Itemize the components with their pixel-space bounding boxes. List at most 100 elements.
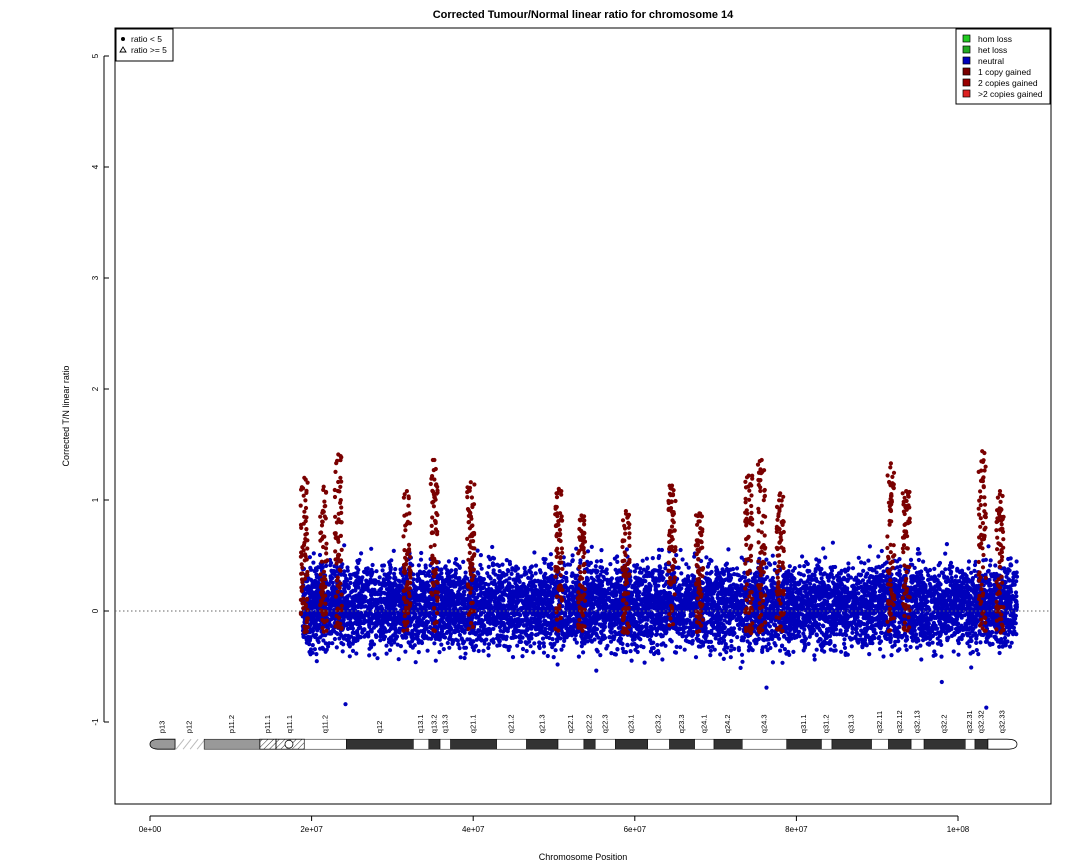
data-point — [993, 563, 998, 568]
data-point — [876, 554, 881, 559]
data-point — [764, 557, 769, 562]
data-point — [690, 641, 695, 646]
data-point — [704, 555, 709, 560]
data-point — [710, 644, 715, 649]
data-point — [513, 581, 518, 586]
data-point — [974, 648, 979, 653]
data-point — [370, 562, 375, 568]
data-point — [1007, 644, 1013, 649]
data-point — [842, 645, 848, 651]
data-point — [953, 574, 959, 579]
data-point — [839, 649, 844, 654]
data-point — [555, 662, 560, 667]
data-point — [831, 575, 836, 581]
data-point — [342, 569, 347, 574]
data-point — [862, 561, 867, 566]
data-point — [345, 565, 350, 570]
data-point — [976, 652, 981, 657]
data-point — [348, 580, 353, 586]
data-point — [919, 569, 924, 574]
data-point — [350, 648, 356, 654]
data-point — [750, 648, 755, 653]
data-point — [559, 647, 564, 652]
data-point — [525, 622, 530, 627]
data-point — [396, 657, 401, 662]
data-point — [823, 555, 828, 560]
data-point — [620, 646, 625, 651]
data-point — [829, 568, 835, 573]
data-point — [765, 575, 770, 580]
data-point — [914, 570, 920, 576]
data-point — [484, 637, 489, 642]
data-point — [607, 635, 612, 640]
data-point — [628, 649, 633, 654]
data-point — [447, 645, 452, 650]
data-point — [739, 652, 745, 657]
data-point — [548, 641, 553, 646]
data-point — [330, 641, 335, 646]
data-point — [940, 592, 945, 597]
data-point — [456, 642, 461, 647]
data-point — [903, 638, 909, 643]
data-point — [615, 647, 620, 652]
data-point — [392, 571, 397, 576]
data-point — [830, 540, 836, 545]
data-point — [397, 603, 402, 608]
data-point — [834, 573, 840, 579]
data-point — [439, 571, 444, 576]
data-point — [418, 557, 424, 562]
data-point — [765, 637, 770, 642]
data-point — [891, 623, 896, 628]
data-point — [660, 657, 665, 662]
data-point — [526, 575, 531, 581]
data-point — [425, 648, 430, 653]
data-point — [479, 566, 484, 571]
data-point — [507, 576, 512, 581]
data-point — [640, 558, 645, 563]
data-point — [778, 648, 783, 653]
data-point — [328, 579, 333, 584]
data-point — [932, 566, 937, 572]
data-point — [515, 643, 520, 648]
data-point — [462, 589, 467, 594]
data-point — [969, 570, 974, 575]
data-point — [509, 571, 514, 577]
data-point — [997, 650, 1002, 656]
data-point — [812, 657, 817, 662]
data-point — [481, 585, 486, 590]
data-point — [1007, 578, 1012, 583]
data-point — [576, 654, 582, 659]
data-point — [773, 622, 778, 627]
data-point — [766, 641, 771, 647]
data-point — [661, 583, 667, 589]
data-point — [734, 596, 739, 602]
data-point — [956, 652, 961, 657]
data-point — [377, 575, 382, 580]
data-point — [381, 563, 387, 568]
data-point — [833, 648, 838, 653]
data-point — [564, 570, 569, 576]
data-point — [705, 564, 711, 569]
data-point — [324, 563, 329, 569]
data-point — [828, 647, 833, 652]
data-point — [1014, 559, 1019, 564]
data-point — [531, 650, 536, 655]
data-point — [476, 648, 481, 654]
data-point — [342, 543, 347, 548]
data-point — [686, 565, 691, 570]
data-point — [367, 653, 372, 658]
data-point — [317, 552, 323, 558]
data-point — [926, 573, 931, 578]
data-point — [574, 640, 579, 645]
data-point — [693, 655, 699, 660]
data-point — [507, 562, 513, 567]
data-point — [848, 620, 853, 625]
data-point — [310, 643, 315, 648]
data-point — [684, 562, 689, 567]
data-point — [503, 592, 508, 597]
data-point — [389, 558, 394, 563]
data-point — [373, 633, 379, 638]
data-point — [650, 556, 655, 561]
data-point — [803, 644, 808, 649]
data-point — [410, 628, 415, 634]
